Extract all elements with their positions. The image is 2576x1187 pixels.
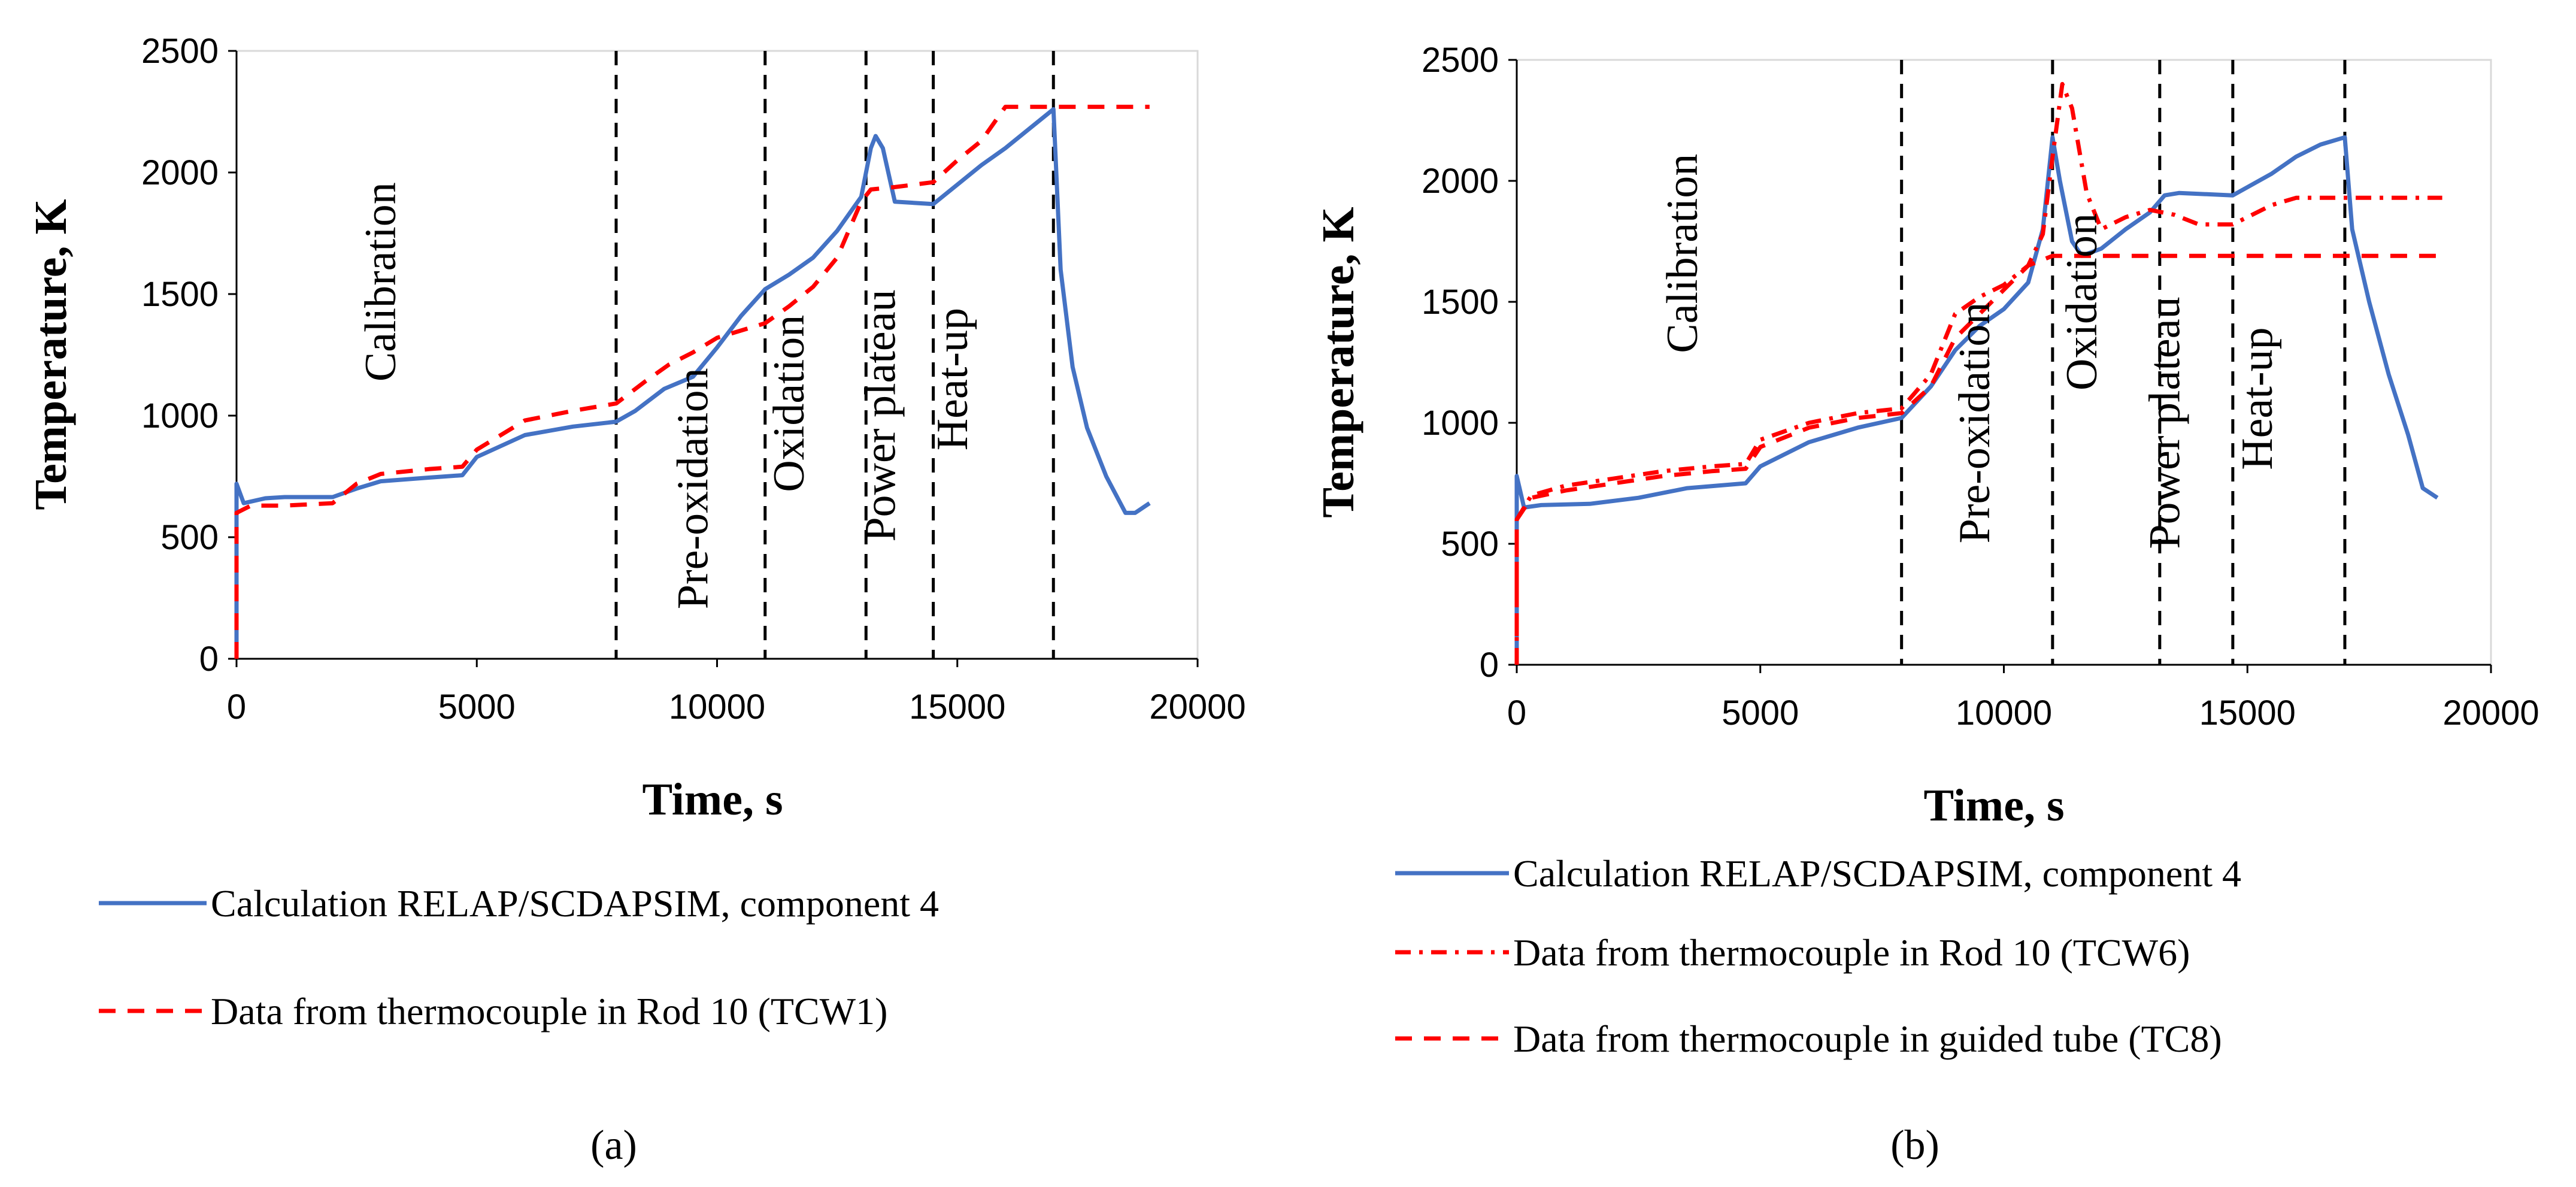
chart-b-series: [1514, 81, 2442, 665]
phase-label: Calibration: [1658, 154, 1707, 353]
chart-b-xlabel: Time, s: [1923, 780, 2064, 831]
chart-a-ylabel: Temperature, K: [26, 199, 76, 510]
y-tick-label: 0: [1480, 646, 1499, 685]
series-line-0: [1514, 135, 2439, 665]
legend-b-label-tc8: Data from thermocouple in guided tube (T…: [1513, 1018, 2222, 1060]
y-tick-label: 1500: [141, 275, 219, 314]
chart-a-xlabel: Time, s: [642, 774, 783, 825]
phase-label: Calibration: [356, 182, 405, 381]
chart-b: Calibration Pre-oxidation Oxidation Power p…: [1313, 41, 2539, 1168]
y-tick-label: 1000: [141, 396, 219, 435]
phase-label: Heat-up: [928, 308, 977, 450]
chart-a-series: [234, 104, 1151, 659]
x-tick-label: 15000: [2199, 694, 2296, 732]
chart-a-caption: (a): [590, 1122, 637, 1168]
chart-b-x-tick-labels: 0 5000 10000 15000 20000: [1507, 694, 2539, 732]
y-tick-label: 2500: [1422, 41, 1499, 80]
phase-label: Oxidation: [2057, 213, 2107, 390]
x-tick-label: 5000: [1722, 694, 1799, 732]
phase-label: Power plateau: [2140, 296, 2189, 549]
chart-b-caption: (b): [1890, 1122, 1939, 1168]
series-line-2: [1514, 253, 2442, 665]
x-tick-label: 5000: [438, 688, 516, 726]
chart-a-phase-labels: Calibration Pre-oxidation Oxidation Power p…: [356, 182, 977, 609]
phase-label: Power plateau: [856, 289, 905, 541]
chart-a-y-tick-labels: 0 500 1000 1500 2000 2500: [141, 32, 219, 679]
x-tick-label: 10000: [1956, 694, 2052, 732]
x-tick-label: 20000: [1149, 688, 1245, 726]
phase-label: Heat-up: [2233, 327, 2282, 470]
chart-a-x-tick-labels: 0 5000 10000 15000 20000: [227, 688, 1246, 726]
chart-b-ylabel: Temperature, K: [1313, 207, 1363, 517]
series-line-1: [234, 104, 1150, 659]
y-tick-label: 1500: [1422, 283, 1499, 322]
x-tick-label: 0: [227, 688, 246, 726]
y-tick-label: 1000: [1422, 404, 1499, 443]
chart-b-phase-labels: Calibration Pre-oxidation Oxidation Power p…: [1658, 154, 2282, 549]
phase-label: Oxidation: [765, 315, 814, 492]
chart-a: Calibration Pre-oxidation Oxidation Power p…: [26, 32, 1246, 1168]
chart-a-plot-area: [235, 50, 1199, 660]
chart-b-y-tick-labels: 0 500 1000 1500 2000 2500: [1422, 41, 1499, 685]
y-tick-label: 2000: [141, 153, 219, 192]
legend-b-label-calc: Calculation RELAP/SCDAPSIM, component 4: [1513, 852, 2241, 895]
phase-label: Pre-oxidation: [1950, 302, 1999, 544]
chart-b-legend: Calculation RELAP/SCDAPSIM, component 4 …: [1395, 852, 2241, 1060]
y-tick-label: 2000: [1422, 162, 1499, 201]
phase-label: Pre-oxidation: [668, 368, 717, 609]
series-line-0: [234, 107, 1151, 659]
y-tick-label: 0: [199, 640, 219, 679]
legend-a-label-tcw1: Data from thermocouple in Rod 10 (TCW1): [211, 990, 887, 1032]
legend-b-label-tcw6: Data from thermocouple in Rod 10 (TCW6): [1513, 931, 2190, 974]
x-tick-label: 15000: [909, 688, 1005, 726]
x-tick-label: 0: [1507, 694, 1526, 732]
chart-b-plot-area: [1516, 59, 2492, 666]
y-tick-label: 500: [1441, 525, 1499, 564]
x-tick-label: 10000: [669, 688, 765, 726]
chart-a-legend: Calculation RELAP/SCDAPSIM, component 4 …: [99, 882, 939, 1032]
x-tick-label: 20000: [2442, 694, 2539, 732]
y-tick-label: 500: [160, 518, 219, 557]
legend-a-label-calc: Calculation RELAP/SCDAPSIM, component 4: [211, 882, 939, 925]
y-tick-label: 2500: [141, 32, 219, 71]
